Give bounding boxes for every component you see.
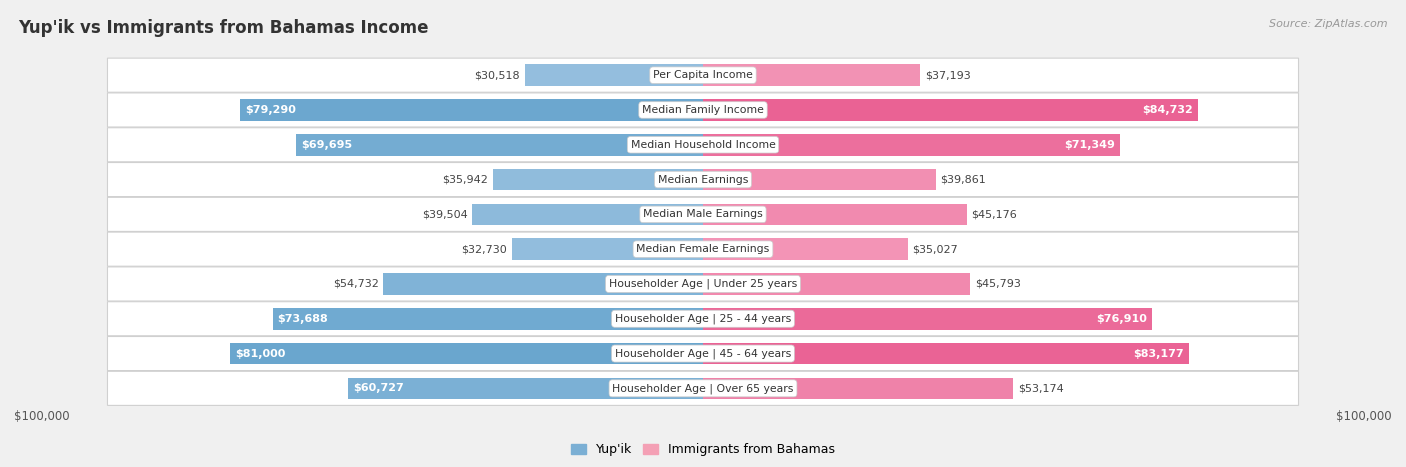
Text: $73,688: $73,688 <box>277 314 328 324</box>
Bar <box>703 343 1188 364</box>
Text: Median Male Earnings: Median Male Earnings <box>643 209 763 219</box>
FancyBboxPatch shape <box>107 302 1299 336</box>
Bar <box>703 377 1014 399</box>
Bar <box>297 134 703 156</box>
Text: $54,732: $54,732 <box>333 279 378 289</box>
Text: Median Female Earnings: Median Female Earnings <box>637 244 769 254</box>
Text: Householder Age | 45 - 64 years: Householder Age | 45 - 64 years <box>614 348 792 359</box>
Bar <box>703 134 1119 156</box>
Text: Yup'ik vs Immigrants from Bahamas Income: Yup'ik vs Immigrants from Bahamas Income <box>18 19 429 37</box>
Text: $53,174: $53,174 <box>1018 383 1064 393</box>
Text: $71,349: $71,349 <box>1064 140 1115 150</box>
FancyBboxPatch shape <box>107 267 1299 301</box>
Bar <box>472 204 703 225</box>
Text: $81,000: $81,000 <box>235 348 285 359</box>
Bar <box>703 308 1152 330</box>
FancyBboxPatch shape <box>107 93 1299 127</box>
Text: $32,730: $32,730 <box>461 244 508 254</box>
Text: $69,695: $69,695 <box>301 140 352 150</box>
Text: $83,177: $83,177 <box>1133 348 1184 359</box>
Text: $100,000: $100,000 <box>1336 410 1392 423</box>
Bar <box>240 99 703 121</box>
Text: $60,727: $60,727 <box>353 383 404 393</box>
Bar <box>512 238 703 260</box>
Legend: Yup'ik, Immigrants from Bahamas: Yup'ik, Immigrants from Bahamas <box>567 439 839 461</box>
FancyBboxPatch shape <box>107 198 1299 232</box>
FancyBboxPatch shape <box>107 163 1299 197</box>
Text: $84,732: $84,732 <box>1142 105 1194 115</box>
FancyBboxPatch shape <box>107 337 1299 371</box>
Text: Median Earnings: Median Earnings <box>658 175 748 184</box>
Text: $100,000: $100,000 <box>14 410 70 423</box>
FancyBboxPatch shape <box>107 371 1299 405</box>
Bar <box>703 64 920 86</box>
Text: $76,910: $76,910 <box>1097 314 1147 324</box>
Text: $45,176: $45,176 <box>972 209 1017 219</box>
Text: $30,518: $30,518 <box>475 70 520 80</box>
Text: $79,290: $79,290 <box>245 105 295 115</box>
Text: Median Family Income: Median Family Income <box>643 105 763 115</box>
Text: $39,861: $39,861 <box>941 175 986 184</box>
Bar <box>703 169 936 191</box>
Text: $39,504: $39,504 <box>422 209 468 219</box>
Bar <box>273 308 703 330</box>
Bar <box>384 273 703 295</box>
Bar <box>349 377 703 399</box>
Text: Householder Age | Under 25 years: Householder Age | Under 25 years <box>609 279 797 289</box>
FancyBboxPatch shape <box>107 58 1299 92</box>
Text: Householder Age | Over 65 years: Householder Age | Over 65 years <box>612 383 794 394</box>
Text: Per Capita Income: Per Capita Income <box>652 70 754 80</box>
Bar <box>231 343 703 364</box>
Text: Source: ZipAtlas.com: Source: ZipAtlas.com <box>1270 19 1388 28</box>
Bar <box>494 169 703 191</box>
FancyBboxPatch shape <box>107 127 1299 162</box>
Text: Median Household Income: Median Household Income <box>630 140 776 150</box>
Bar <box>703 273 970 295</box>
FancyBboxPatch shape <box>107 232 1299 266</box>
Text: $37,193: $37,193 <box>925 70 970 80</box>
Bar <box>703 204 967 225</box>
Text: Householder Age | 25 - 44 years: Householder Age | 25 - 44 years <box>614 313 792 324</box>
Bar <box>524 64 703 86</box>
Bar <box>703 238 907 260</box>
Text: $45,793: $45,793 <box>974 279 1021 289</box>
Bar <box>703 99 1198 121</box>
Text: $35,027: $35,027 <box>912 244 957 254</box>
Text: $35,942: $35,942 <box>443 175 488 184</box>
